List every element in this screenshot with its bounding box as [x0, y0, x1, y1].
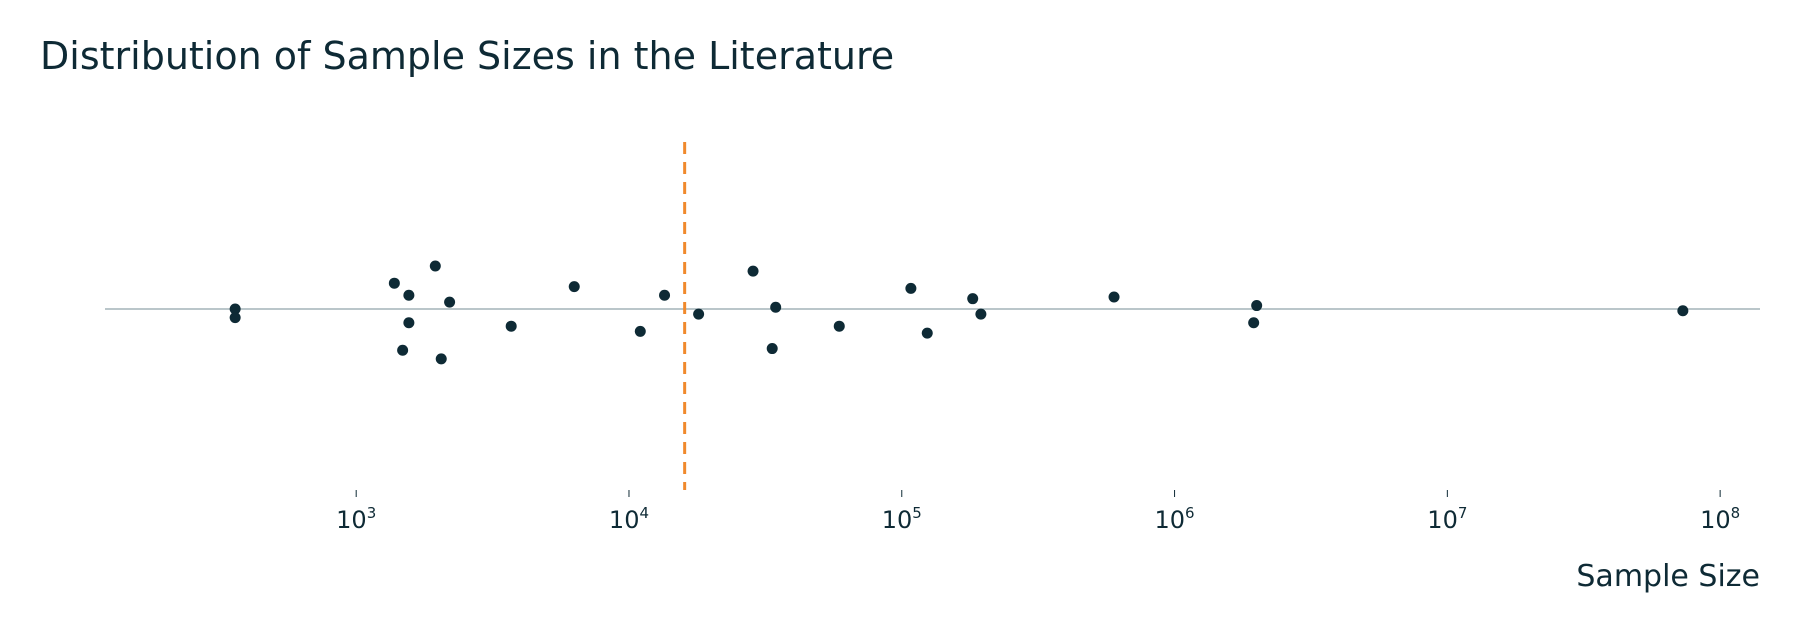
- data-point: [1251, 300, 1263, 312]
- data-point: [766, 343, 778, 355]
- x-tick-label: 103: [336, 504, 376, 534]
- x-tick-label: 105: [882, 504, 922, 534]
- points-layer: [229, 260, 1689, 365]
- data-point: [634, 325, 646, 337]
- x-tick-label: 104: [609, 504, 649, 534]
- chart-title: Distribution of Sample Sizes in the Lite…: [40, 34, 895, 78]
- data-point: [747, 265, 759, 277]
- x-tick-label: 108: [1700, 504, 1740, 534]
- data-point: [505, 320, 517, 332]
- data-point: [429, 260, 441, 272]
- data-point: [444, 296, 456, 308]
- data-point: [403, 317, 415, 329]
- data-point: [435, 353, 447, 365]
- data-point: [388, 277, 400, 289]
- data-point: [397, 344, 409, 356]
- data-point: [1108, 291, 1120, 303]
- data-point: [905, 282, 917, 294]
- data-point: [921, 327, 933, 339]
- data-point: [1677, 305, 1689, 317]
- x-axis-ticks: 103 104 105 106 107 108: [336, 490, 1740, 534]
- data-point: [229, 303, 241, 315]
- x-axis-label: Sample Size: [1576, 559, 1760, 594]
- x-tick-label: 106: [1155, 504, 1195, 534]
- data-point: [659, 289, 671, 301]
- data-point: [975, 308, 987, 320]
- data-point: [967, 293, 979, 305]
- x-tick-label: 107: [1427, 504, 1467, 534]
- data-point: [229, 312, 241, 324]
- data-point: [693, 308, 705, 320]
- data-point: [568, 281, 580, 293]
- data-point: [1248, 317, 1260, 329]
- data-point: [833, 320, 845, 332]
- data-point: [403, 289, 415, 301]
- data-point: [770, 301, 782, 313]
